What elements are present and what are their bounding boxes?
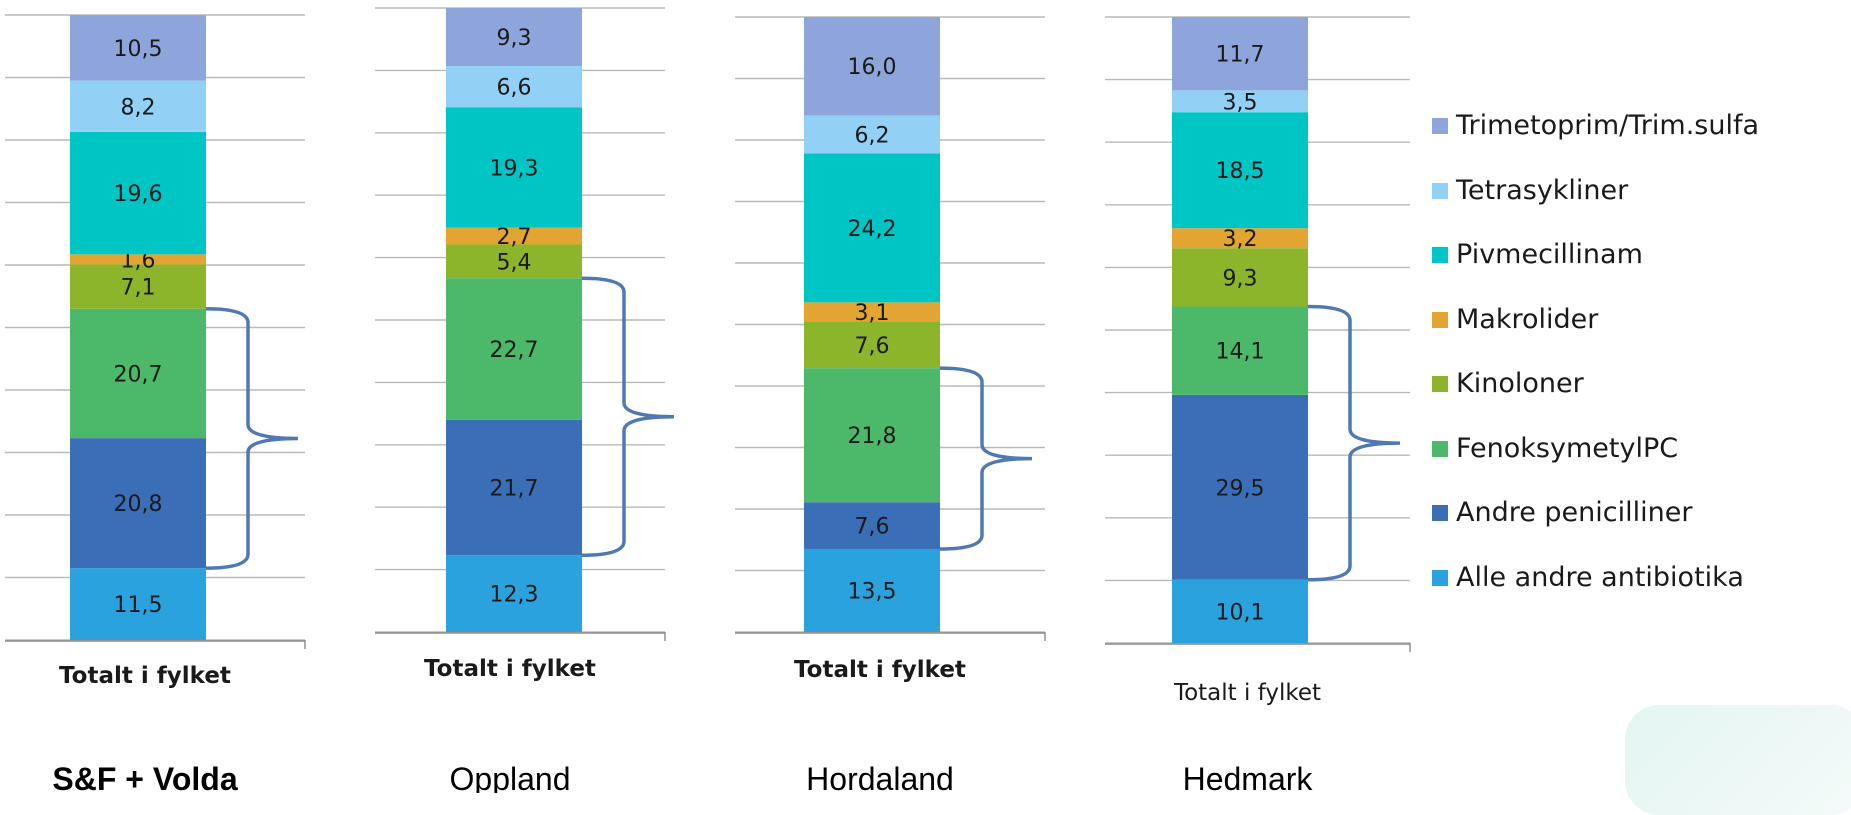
data-label-andre-penicilliner: 20,8 <box>114 492 163 517</box>
legend-label: Pivmecillinam <box>1456 239 1643 270</box>
bar-segment-andre-penicilliner <box>446 419 582 556</box>
data-label-fenoksymetylpc: 22,7 <box>490 338 539 363</box>
legend-label: Makrolider <box>1456 303 1599 335</box>
data-label-kinoloner: 5,4 <box>497 250 532 275</box>
panel-title: S&F + Volda <box>52 761 237 793</box>
bar-segment-kinoloner <box>446 244 582 279</box>
data-label-andre-penicilliner: 21,7 <box>490 477 539 502</box>
bar-segment-fenoksymetylpc <box>1172 306 1308 395</box>
data-label-alle-andre-antibiotika: 11,5 <box>114 593 163 618</box>
data-label-alle-andre-antibiotika: 10,1 <box>1216 600 1265 625</box>
data-label-pivmecillinam: 19,3 <box>490 156 539 181</box>
data-label-fenoksymetylpc: 20,7 <box>114 362 163 387</box>
bar-segment-makrolider <box>804 302 940 322</box>
bar-segment-tetrasykliner <box>804 115 940 154</box>
bar-segment-kinoloner <box>804 321 940 369</box>
bar-segment-fenoksymetylpc <box>804 368 940 503</box>
bar-segment-fenoksymetylpc <box>446 278 582 420</box>
panel-title: Hedmark <box>1183 761 1314 793</box>
data-label-trimetoprim-trim-sulfa: 16,0 <box>848 55 897 80</box>
bar-segment-pivmecillinam <box>804 153 940 303</box>
curly-brace <box>205 307 299 570</box>
legend-label: Andre penicilliner <box>1456 497 1693 528</box>
data-label-makrolider: 2,7 <box>497 225 532 250</box>
data-label-andre-penicilliner: 29,5 <box>1216 476 1265 501</box>
data-label-alle-andre-antibiotika: 12,3 <box>490 583 539 608</box>
data-label-tetrasykliner: 6,2 <box>855 123 890 148</box>
data-label-makrolider: 3,1 <box>855 301 890 326</box>
bar-segment-pivmecillinam <box>1172 112 1308 229</box>
bar-segment-andre-penicilliner <box>1172 394 1308 580</box>
data-label-pivmecillinam: 24,2 <box>848 217 897 242</box>
bar-segment-makrolider <box>70 254 206 265</box>
data-label-makrolider: 3,2 <box>1223 227 1258 252</box>
bar-segment-trimetoprim-trim-sulfa <box>446 8 582 67</box>
bar-segment-pivmecillinam <box>446 107 582 228</box>
bar-segment-alle-andre-antibiotika <box>446 555 582 632</box>
panel-title: Oppland <box>450 761 571 793</box>
legend-swatch <box>1432 440 1448 457</box>
legend-label: Alle andre antibiotika <box>1456 561 1744 593</box>
bar-segment-kinoloner <box>1172 248 1308 307</box>
data-label-alle-andre-antibiotika: 13,5 <box>848 579 897 604</box>
data-label-fenoksymetylpc: 21,8 <box>848 424 897 449</box>
bar-segment-pivmecillinam <box>70 131 206 255</box>
panel-title: Hordaland <box>806 761 954 793</box>
legend-label: Tetrasykliner <box>1456 174 1629 206</box>
data-label-andre-penicilliner: 7,6 <box>855 515 890 540</box>
legend-swatch <box>1432 505 1448 521</box>
legend-label: FenoksymetylPC <box>1456 432 1679 464</box>
category-label: Totalt i fylket <box>1173 680 1321 706</box>
data-label-kinoloner: 7,6 <box>855 334 890 359</box>
legend-swatch <box>1432 247 1448 263</box>
decorative-corner-shape <box>1625 705 1851 815</box>
bar-segment-makrolider <box>1172 228 1308 249</box>
legend-swatch <box>1432 118 1448 134</box>
curly-brace <box>581 276 675 557</box>
category-label: Totalt i fylket <box>59 663 231 689</box>
bar-segment-andre-penicilliner <box>804 502 940 549</box>
bar-segment-trimetoprim-trim-sulfa <box>70 15 206 81</box>
legend-swatch <box>1432 569 1448 586</box>
bar-segment-andre-penicilliner <box>70 438 206 569</box>
category-label: Totalt i fylket <box>424 656 596 682</box>
bar-segment-tetrasykliner <box>446 66 582 108</box>
bar-segment-tetrasykliner <box>1172 90 1308 113</box>
bar-segment-tetrasykliner <box>70 80 206 132</box>
data-label-tetrasykliner: 3,5 <box>1223 90 1258 115</box>
bar-segment-kinoloner <box>70 264 206 309</box>
legend-swatch <box>1432 376 1448 392</box>
legend-label: Kinoloner <box>1456 368 1584 399</box>
data-label-trimetoprim-trim-sulfa: 9,3 <box>497 26 532 51</box>
bar-segment-trimetoprim-trim-sulfa <box>1172 17 1308 91</box>
curly-brace <box>1307 304 1401 582</box>
data-label-tetrasykliner: 6,6 <box>497 76 532 101</box>
bar-segment-fenoksymetylpc <box>70 308 206 439</box>
category-label: Totalt i fylket <box>794 657 966 683</box>
legend-swatch <box>1432 311 1448 328</box>
bar-segment-makrolider <box>446 227 582 245</box>
data-label-pivmecillinam: 19,6 <box>114 182 163 207</box>
bar-segment-alle-andre-antibiotika <box>70 568 206 640</box>
bar-segment-trimetoprim-trim-sulfa <box>804 17 940 116</box>
data-label-tetrasykliner: 8,2 <box>121 95 156 120</box>
legend-label: Trimetoprim/Trim.sulfa <box>1456 110 1760 141</box>
data-label-trimetoprim-trim-sulfa: 10,5 <box>114 37 163 62</box>
data-label-kinoloner: 7,1 <box>121 276 156 301</box>
data-label-trimetoprim-trim-sulfa: 11,7 <box>1216 43 1265 68</box>
bar-segment-alle-andre-antibiotika <box>1172 579 1308 643</box>
data-label-fenoksymetylpc: 14,1 <box>1216 340 1265 365</box>
legend-swatch <box>1432 182 1448 199</box>
data-label-kinoloner: 9,3 <box>1223 266 1258 291</box>
bar-segment-alle-andre-antibiotika <box>804 548 940 632</box>
curly-brace <box>939 366 1033 551</box>
data-label-pivmecillinam: 18,5 <box>1216 159 1265 184</box>
